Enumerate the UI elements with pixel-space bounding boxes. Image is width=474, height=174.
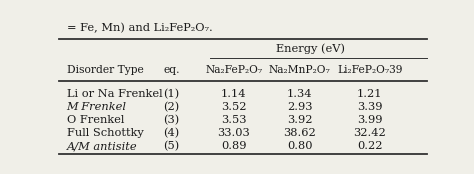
Text: A/M antisite: A/M antisite: [66, 141, 137, 151]
Text: 3.53: 3.53: [221, 115, 246, 125]
Text: O Frenkel: O Frenkel: [66, 115, 124, 125]
Text: (1): (1): [163, 89, 180, 99]
Text: Li or Na Frenkel: Li or Na Frenkel: [66, 89, 162, 99]
Text: 1.34: 1.34: [287, 89, 313, 99]
Text: 38.62: 38.62: [283, 128, 316, 138]
Text: (3): (3): [163, 115, 180, 125]
Text: 0.80: 0.80: [287, 141, 313, 151]
Text: eq.: eq.: [163, 65, 180, 75]
Text: Disorder Type: Disorder Type: [66, 65, 143, 75]
Text: 1.21: 1.21: [357, 89, 383, 99]
Text: 2.93: 2.93: [287, 102, 313, 112]
Text: Na₂MnP₂O₇: Na₂MnP₂O₇: [269, 65, 331, 75]
Text: 1.14: 1.14: [221, 89, 246, 99]
Text: (4): (4): [163, 128, 180, 138]
Text: 3.92: 3.92: [287, 115, 313, 125]
Text: Li₂FeP₂O₇39: Li₂FeP₂O₇39: [337, 65, 402, 75]
Text: = Fe, Mn) and Li₂FeP₂O₇.: = Fe, Mn) and Li₂FeP₂O₇.: [66, 23, 212, 33]
Text: 3.52: 3.52: [221, 102, 246, 112]
Text: (2): (2): [163, 101, 180, 112]
Text: Energy (eV): Energy (eV): [276, 44, 346, 54]
Text: 0.22: 0.22: [357, 141, 383, 151]
Text: Na₂FeP₂O₇: Na₂FeP₂O₇: [205, 65, 262, 75]
Text: 3.99: 3.99: [357, 115, 383, 125]
Text: (5): (5): [163, 141, 180, 151]
Text: 32.42: 32.42: [353, 128, 386, 138]
Text: 0.89: 0.89: [221, 141, 246, 151]
Text: Full Schottky: Full Schottky: [66, 128, 143, 138]
Text: 3.39: 3.39: [357, 102, 383, 112]
Text: M Frenkel: M Frenkel: [66, 102, 127, 112]
Text: 33.03: 33.03: [218, 128, 250, 138]
